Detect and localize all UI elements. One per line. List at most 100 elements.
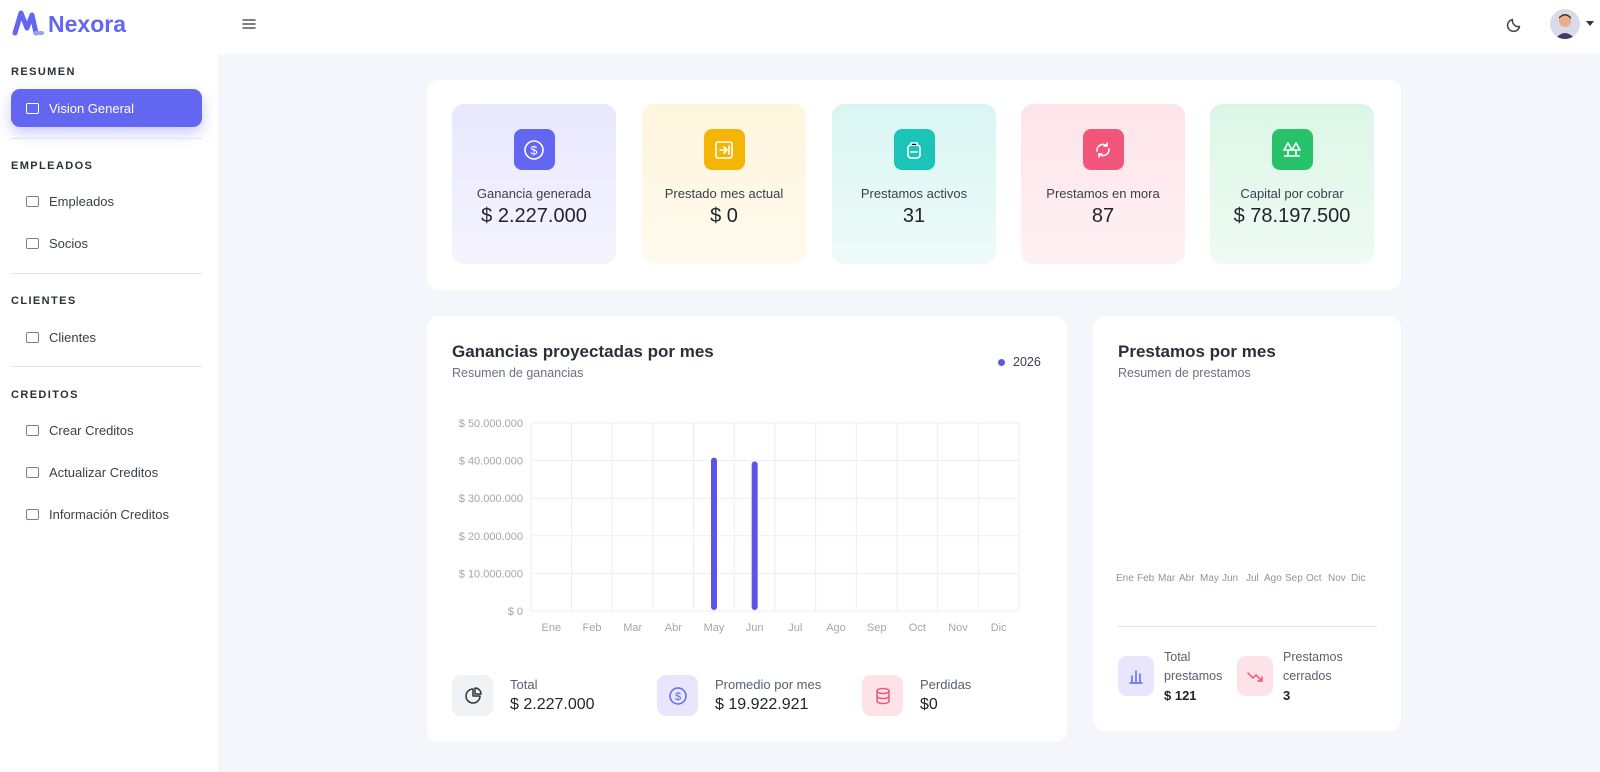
sidebar-item-socios[interactable]: Socios (11, 224, 202, 262)
y-tick-label: $ 50.000.000 (459, 418, 523, 430)
sidebar-item-crear-creditos[interactable]: Crear Creditos (11, 411, 202, 449)
avatar-dropdown-caret-icon[interactable] (1586, 21, 1594, 26)
svg-text:$: $ (674, 691, 680, 703)
loans-total: Total prestamos $ 121 (1118, 648, 1232, 703)
backpack-icon (893, 129, 935, 170)
id-card-icon (26, 466, 39, 478)
hamburger-menu-icon[interactable] (240, 15, 258, 33)
y-tick-label: $ 0 (508, 606, 523, 618)
section-title-creditos: CREDITOS (11, 389, 79, 401)
month-label: Mar (1158, 573, 1176, 584)
sidebar-item-informacion-creditos[interactable]: Información Creditos (11, 495, 202, 533)
x-tick-label: Mar (623, 622, 642, 634)
sidebar-item-empleados[interactable]: Empleados (11, 182, 202, 220)
stat-card-activos: Prestamos activos 31 (832, 104, 996, 264)
divider (11, 273, 202, 274)
x-tick-label: Oct (909, 622, 926, 634)
average-label: Promedio por mes (715, 677, 822, 692)
chart-legend[interactable]: 2026 (998, 355, 1041, 369)
month-label: Oct (1306, 573, 1322, 584)
y-tick-label: $ 40.000.000 (459, 456, 523, 468)
earnings-panel (427, 316, 1067, 742)
stat-value: $ 0 (710, 205, 738, 227)
y-tick-label: $ 20.000.000 (459, 531, 523, 543)
x-tick-label: Feb (583, 622, 602, 634)
dark-mode-moon-icon[interactable] (1506, 15, 1524, 38)
total-label: Total (510, 677, 538, 692)
id-card-icon (26, 508, 39, 520)
earnings-average: $ Promedio por mes $ 19.922.921 (657, 675, 821, 716)
sidebar-item-label: Clientes (49, 329, 96, 345)
loans-total-value: $ 121 (1164, 688, 1197, 703)
divider (11, 138, 202, 139)
top-bar: Nexora (0, 0, 1600, 54)
stat-card-mora: Prestamos en mora 87 (1021, 104, 1185, 264)
month-label: May (1200, 573, 1219, 584)
user-avatar[interactable] (1550, 9, 1580, 39)
loans-subtitle: Resumen de prestamos (1118, 366, 1251, 380)
sidebar-item-label: Empleados (49, 193, 115, 209)
x-tick-label: Nov (948, 622, 968, 634)
month-label: Ago (1264, 573, 1282, 584)
x-tick-label: Jul (788, 622, 802, 634)
dollar-circle-icon: $ (657, 675, 698, 716)
month-label: Jun (1222, 573, 1239, 584)
section-title-clientes: CLIENTES (11, 295, 77, 307)
sidebar-item-vision-general[interactable]: Vision General (11, 89, 202, 127)
stat-value: 31 (902, 205, 926, 227)
stat-label: Prestamos activos (860, 186, 968, 201)
stat-value: 87 (1091, 205, 1115, 227)
sidebar-item-clientes[interactable]: Clientes (11, 318, 202, 356)
sidebar-item-label: Crear Creditos (49, 422, 134, 438)
earnings-title: Ganancias proyectadas por mes (452, 342, 714, 361)
divider (11, 366, 202, 367)
stat-value: $ 2.227.000 (481, 205, 587, 227)
sidebar-item-label: Vision General (49, 100, 135, 116)
monitor-icon (26, 102, 39, 114)
stat-label: Ganancia generada (476, 186, 592, 201)
loans-total-label: Total prestamos (1164, 650, 1223, 683)
losses-label: Perdidas (920, 677, 972, 692)
sidebar-item-label: Socios (49, 235, 89, 251)
transfer-icon (703, 129, 745, 170)
legend-label: 2026 (1013, 355, 1041, 369)
brand[interactable]: Nexora (12, 8, 126, 41)
x-tick-label: Jun (746, 622, 764, 634)
logo-icon (12, 8, 44, 41)
sidebar-item-actualizar-creditos[interactable]: Actualizar Creditos (11, 453, 202, 491)
trending-down-icon (1237, 656, 1273, 696)
month-label: Nov (1328, 573, 1346, 584)
legend-dot (998, 358, 1005, 366)
stat-label: Prestamos en mora (1046, 186, 1160, 201)
trees-icon (1271, 129, 1313, 170)
x-tick-label: Ago (826, 622, 846, 634)
id-card-icon (26, 237, 39, 249)
x-tick-label: Dic (991, 622, 1007, 634)
svg-text:$: $ (531, 143, 538, 157)
sidebar: RESUMEN Vision General EMPLEADOS Emplead… (0, 54, 218, 772)
refresh-alert-icon (1082, 129, 1124, 170)
earnings-total: Total $ 2.227.000 (452, 675, 595, 716)
pie-chart-icon (452, 675, 493, 716)
month-label: Abr (1179, 573, 1195, 584)
x-tick-label: May (704, 622, 725, 634)
bar-chart-icon (1118, 656, 1154, 696)
loans-divider (1118, 626, 1377, 627)
sidebar-item-label: Información Creditos (49, 506, 169, 522)
brand-name: Nexora (48, 11, 126, 37)
stat-value: $ 78.197.500 (1233, 205, 1351, 227)
sidebar-item-label: Actualizar Creditos (49, 464, 159, 480)
stat-label: Capital por cobrar (1240, 186, 1344, 201)
stat-card-ganancia: $ Ganancia generada $ 2.227.000 (452, 104, 616, 264)
id-card-icon (26, 424, 39, 436)
total-value: $ 2.227.000 (510, 696, 595, 713)
y-tick-label: $ 30.000.000 (459, 493, 523, 505)
database-icon (862, 675, 903, 716)
loans-closed: Prestamos cerrados 3 (1237, 648, 1363, 703)
stat-card-capital: Capital por cobrar $ 78.197.500 (1210, 104, 1374, 264)
y-tick-label: $ 10.000.000 (459, 568, 523, 580)
month-label: Sep (1285, 573, 1303, 584)
month-label: Dic (1351, 573, 1366, 584)
month-label: Ene (1116, 573, 1134, 584)
loans-closed-label: Prestamos cerrados (1283, 650, 1343, 683)
